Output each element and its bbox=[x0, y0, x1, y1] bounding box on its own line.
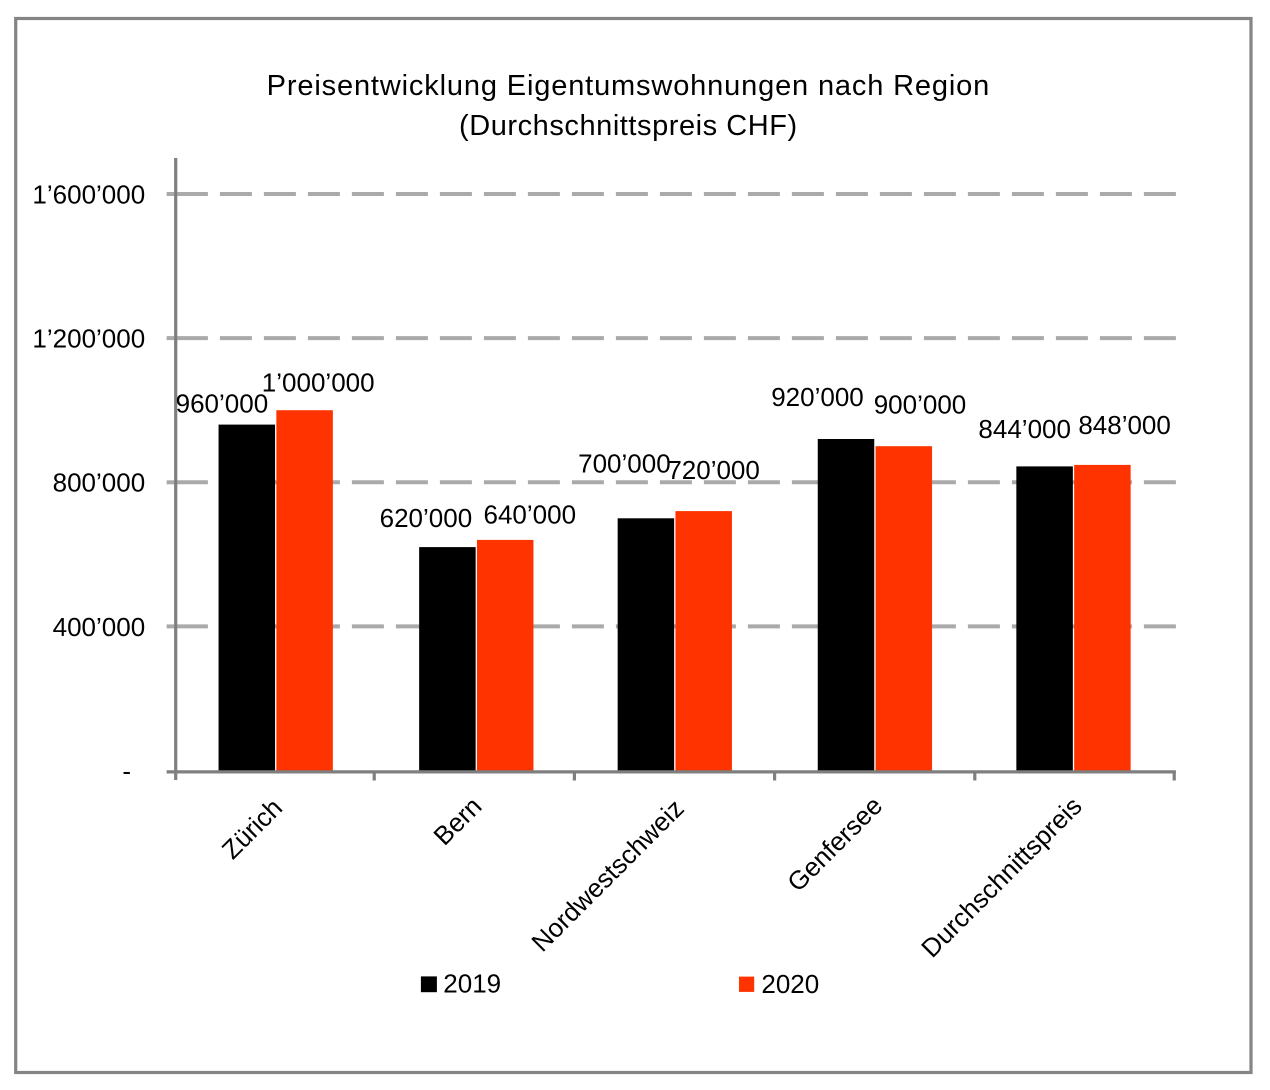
svg-text:620’000: 620’000 bbox=[380, 503, 473, 533]
svg-text:Zürich: Zürich bbox=[216, 792, 288, 864]
svg-text:2020: 2020 bbox=[761, 969, 819, 999]
svg-text:Bern: Bern bbox=[427, 791, 487, 851]
svg-text:1’200’000: 1’200’000 bbox=[32, 323, 145, 353]
svg-text:844’000: 844’000 bbox=[978, 414, 1071, 444]
svg-text:-: - bbox=[122, 756, 131, 786]
svg-text:800’000: 800’000 bbox=[53, 468, 146, 498]
svg-text:Nordwestschweiz: Nordwestschweiz bbox=[525, 793, 689, 957]
svg-text:720’000: 720’000 bbox=[667, 455, 760, 485]
svg-text:(Durchschnittspreis CHF): (Durchschnittspreis CHF) bbox=[459, 110, 798, 142]
svg-text:848’000: 848’000 bbox=[1078, 410, 1171, 440]
svg-text:1’600’000: 1’600’000 bbox=[32, 179, 145, 209]
svg-text:920’000: 920’000 bbox=[771, 382, 864, 412]
svg-text:Preisentwicklung Eigentumswohn: Preisentwicklung Eigentumswohnungen nach… bbox=[267, 70, 991, 102]
svg-text:960’000: 960’000 bbox=[176, 388, 269, 418]
svg-text:700’000: 700’000 bbox=[578, 449, 671, 479]
svg-text:2019: 2019 bbox=[443, 968, 501, 998]
svg-text:640’000: 640’000 bbox=[484, 500, 577, 530]
svg-text:Genfersee: Genfersee bbox=[781, 790, 888, 897]
svg-text:Durchschnittspreis: Durchschnittspreis bbox=[915, 791, 1087, 963]
svg-text:1’000’000: 1’000’000 bbox=[262, 368, 375, 398]
svg-text:400’000: 400’000 bbox=[53, 612, 146, 642]
svg-text:900’000: 900’000 bbox=[874, 390, 967, 420]
